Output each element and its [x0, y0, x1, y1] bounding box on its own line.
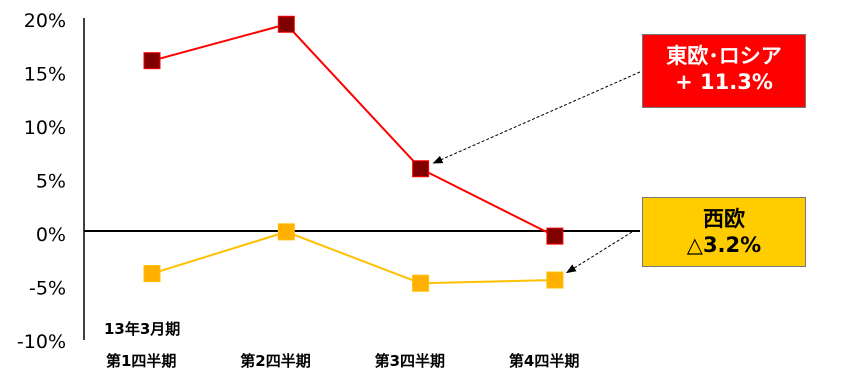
callout-arrow [565, 231, 633, 274]
x-category-label: 第1四半期 [106, 352, 176, 370]
data-point-marker [143, 52, 161, 70]
data-point-marker [277, 223, 295, 241]
callout-east-value: + 11.3% [675, 70, 773, 94]
category-sublabel: 13年3月期 [104, 320, 180, 338]
y-tick-label: 10% [24, 117, 66, 139]
callout-east-label: 東欧･ロシア [666, 44, 782, 68]
x-category-label: 第3四半期 [375, 352, 445, 370]
series-line [151, 230, 555, 285]
data-point-marker [277, 15, 295, 33]
y-tick-label: 5% [36, 171, 66, 193]
y-tick-label: 0% [36, 224, 66, 246]
y-tick-label: -10% [17, 331, 66, 353]
x-category-label: 第2四半期 [240, 352, 310, 370]
callout-west-label: 西欧 [703, 207, 745, 231]
data-point-marker [143, 265, 161, 283]
callout-east-europe-russia: 東欧･ロシア + 11.3% [642, 34, 806, 108]
series-line [151, 23, 556, 238]
callout-west-value: △3.2% [686, 233, 762, 257]
y-tick-label: 15% [24, 64, 66, 86]
data-point-marker [546, 271, 564, 289]
callout-arrow [432, 71, 641, 164]
x-category-label: 第4四半期 [509, 352, 579, 370]
callout-western-europe: 西欧 △3.2% [642, 197, 806, 267]
y-tick-label: -5% [29, 278, 66, 300]
data-point-marker [546, 227, 564, 245]
y-tick-label: 20% [24, 10, 66, 32]
data-point-marker [412, 274, 430, 292]
data-point-marker [412, 160, 430, 178]
